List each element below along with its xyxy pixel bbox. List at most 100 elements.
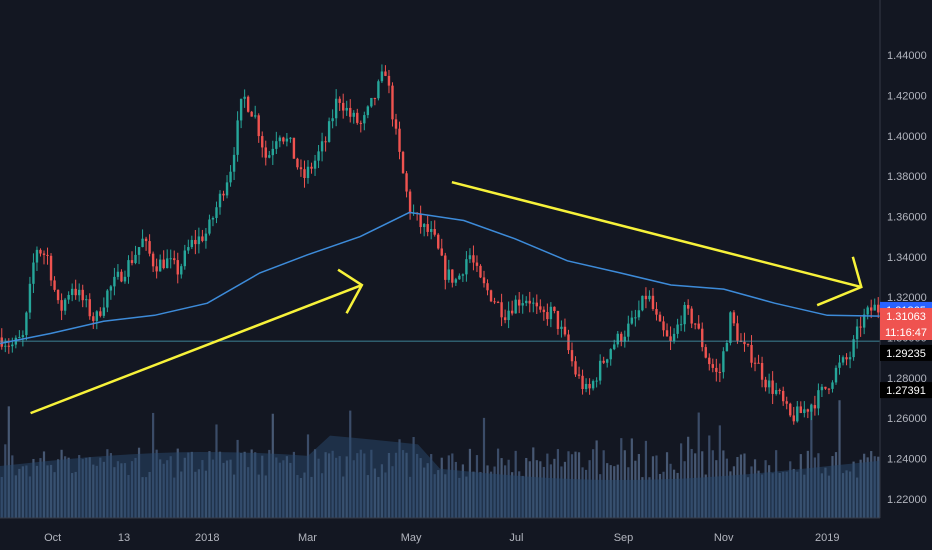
candle-body bbox=[144, 238, 148, 242]
candle-body bbox=[190, 239, 194, 248]
candle-body bbox=[264, 147, 267, 158]
candle-body bbox=[503, 317, 507, 321]
candle-body bbox=[620, 333, 623, 342]
candle-body bbox=[651, 295, 655, 309]
candle-body bbox=[641, 295, 644, 311]
candle-body bbox=[7, 345, 10, 347]
candle-body bbox=[514, 299, 517, 314]
candle-body bbox=[303, 169, 306, 179]
bar-countdown-tag bbox=[880, 324, 932, 340]
candle-body bbox=[42, 253, 46, 255]
candle-body bbox=[683, 305, 686, 325]
candle-body bbox=[130, 260, 134, 264]
moving-average-line bbox=[0, 211, 881, 345]
candle-body bbox=[25, 312, 28, 336]
candle-body bbox=[820, 386, 824, 391]
candle-body bbox=[370, 97, 373, 107]
candle-body bbox=[373, 97, 377, 99]
candle-body bbox=[289, 137, 292, 139]
candle-body bbox=[278, 137, 282, 142]
candle-body bbox=[521, 303, 524, 306]
candle-body bbox=[866, 307, 869, 315]
candle-body bbox=[637, 310, 641, 318]
volume-bar bbox=[595, 440, 598, 518]
candle-body bbox=[268, 155, 271, 158]
candle-body bbox=[11, 344, 14, 347]
candle-body bbox=[718, 371, 722, 373]
candle-body bbox=[715, 367, 718, 372]
time-tick-label: 13 bbox=[118, 532, 130, 544]
candle-body bbox=[679, 324, 683, 326]
candle-body bbox=[320, 141, 324, 152]
candle-body bbox=[451, 269, 454, 283]
candle-body bbox=[757, 362, 760, 364]
candle-body bbox=[570, 350, 574, 362]
candle-body bbox=[475, 262, 479, 266]
candle-body bbox=[665, 330, 669, 337]
candle-body bbox=[873, 304, 876, 311]
candle-body bbox=[239, 98, 243, 121]
candle-body bbox=[211, 217, 215, 220]
candle-body bbox=[574, 361, 577, 375]
candle-body bbox=[106, 290, 109, 308]
level-a-tag bbox=[880, 344, 932, 361]
volume-bar bbox=[7, 406, 10, 518]
candle-body bbox=[623, 336, 626, 342]
candle-body bbox=[746, 344, 750, 346]
candle-body bbox=[137, 247, 141, 255]
price-tick-label: 1.36000 bbox=[887, 212, 927, 224]
candle-body bbox=[500, 302, 503, 318]
candle-body bbox=[127, 260, 130, 277]
candle-body bbox=[151, 253, 155, 267]
candle-body bbox=[70, 288, 74, 295]
candle-body bbox=[736, 323, 739, 341]
candle-body bbox=[437, 234, 440, 249]
candle-body bbox=[63, 299, 67, 311]
candle-body bbox=[67, 294, 70, 300]
price-tick-label: 1.42000 bbox=[887, 91, 927, 103]
candle-body bbox=[834, 367, 838, 383]
price-axis[interactable]: 1.44000 1.42000 1.40000 1.38000 1.36000 1.340… bbox=[887, 50, 927, 506]
candle-body bbox=[824, 386, 827, 389]
candle-body bbox=[472, 255, 475, 263]
time-tick-label: 2018 bbox=[195, 532, 219, 544]
candle-body bbox=[764, 379, 767, 388]
candles bbox=[0, 64, 880, 425]
candle-body bbox=[313, 160, 317, 169]
candle-body bbox=[296, 158, 299, 168]
candle-body bbox=[704, 347, 707, 358]
candle-body bbox=[644, 295, 648, 300]
time-axis[interactable]: Oct 13 2018 Mar May Jul Sep Nov 2019 bbox=[44, 532, 839, 544]
candle-body bbox=[496, 302, 500, 304]
candle-body bbox=[725, 342, 729, 352]
candle-body bbox=[384, 71, 387, 76]
price-tick-label: 1.26000 bbox=[887, 413, 927, 425]
candle-body bbox=[46, 254, 49, 256]
candle-body bbox=[771, 380, 774, 394]
candle-body bbox=[408, 191, 412, 214]
candle-body bbox=[56, 289, 60, 301]
candle-body bbox=[479, 265, 482, 278]
candle-body bbox=[331, 118, 334, 122]
candle-body bbox=[672, 333, 676, 342]
candle-body bbox=[789, 403, 792, 416]
candle-body bbox=[609, 349, 612, 360]
volume-bar bbox=[708, 435, 711, 518]
price-tick-label: 1.32000 bbox=[887, 292, 927, 304]
candle-body bbox=[767, 380, 771, 388]
candle-body bbox=[535, 302, 538, 307]
candle-body bbox=[465, 259, 468, 275]
candle-body bbox=[855, 326, 859, 340]
price-tick-label: 1.34000 bbox=[887, 252, 927, 264]
candle-body bbox=[155, 266, 158, 272]
candle-body bbox=[729, 312, 732, 343]
candle-body bbox=[753, 362, 757, 364]
candle-body bbox=[334, 98, 338, 119]
candle-body bbox=[588, 383, 591, 389]
candle-body bbox=[250, 111, 253, 117]
volume-bar bbox=[644, 440, 648, 518]
candle-body bbox=[577, 374, 581, 376]
candle-body bbox=[792, 415, 795, 422]
candle-body bbox=[310, 166, 313, 169]
